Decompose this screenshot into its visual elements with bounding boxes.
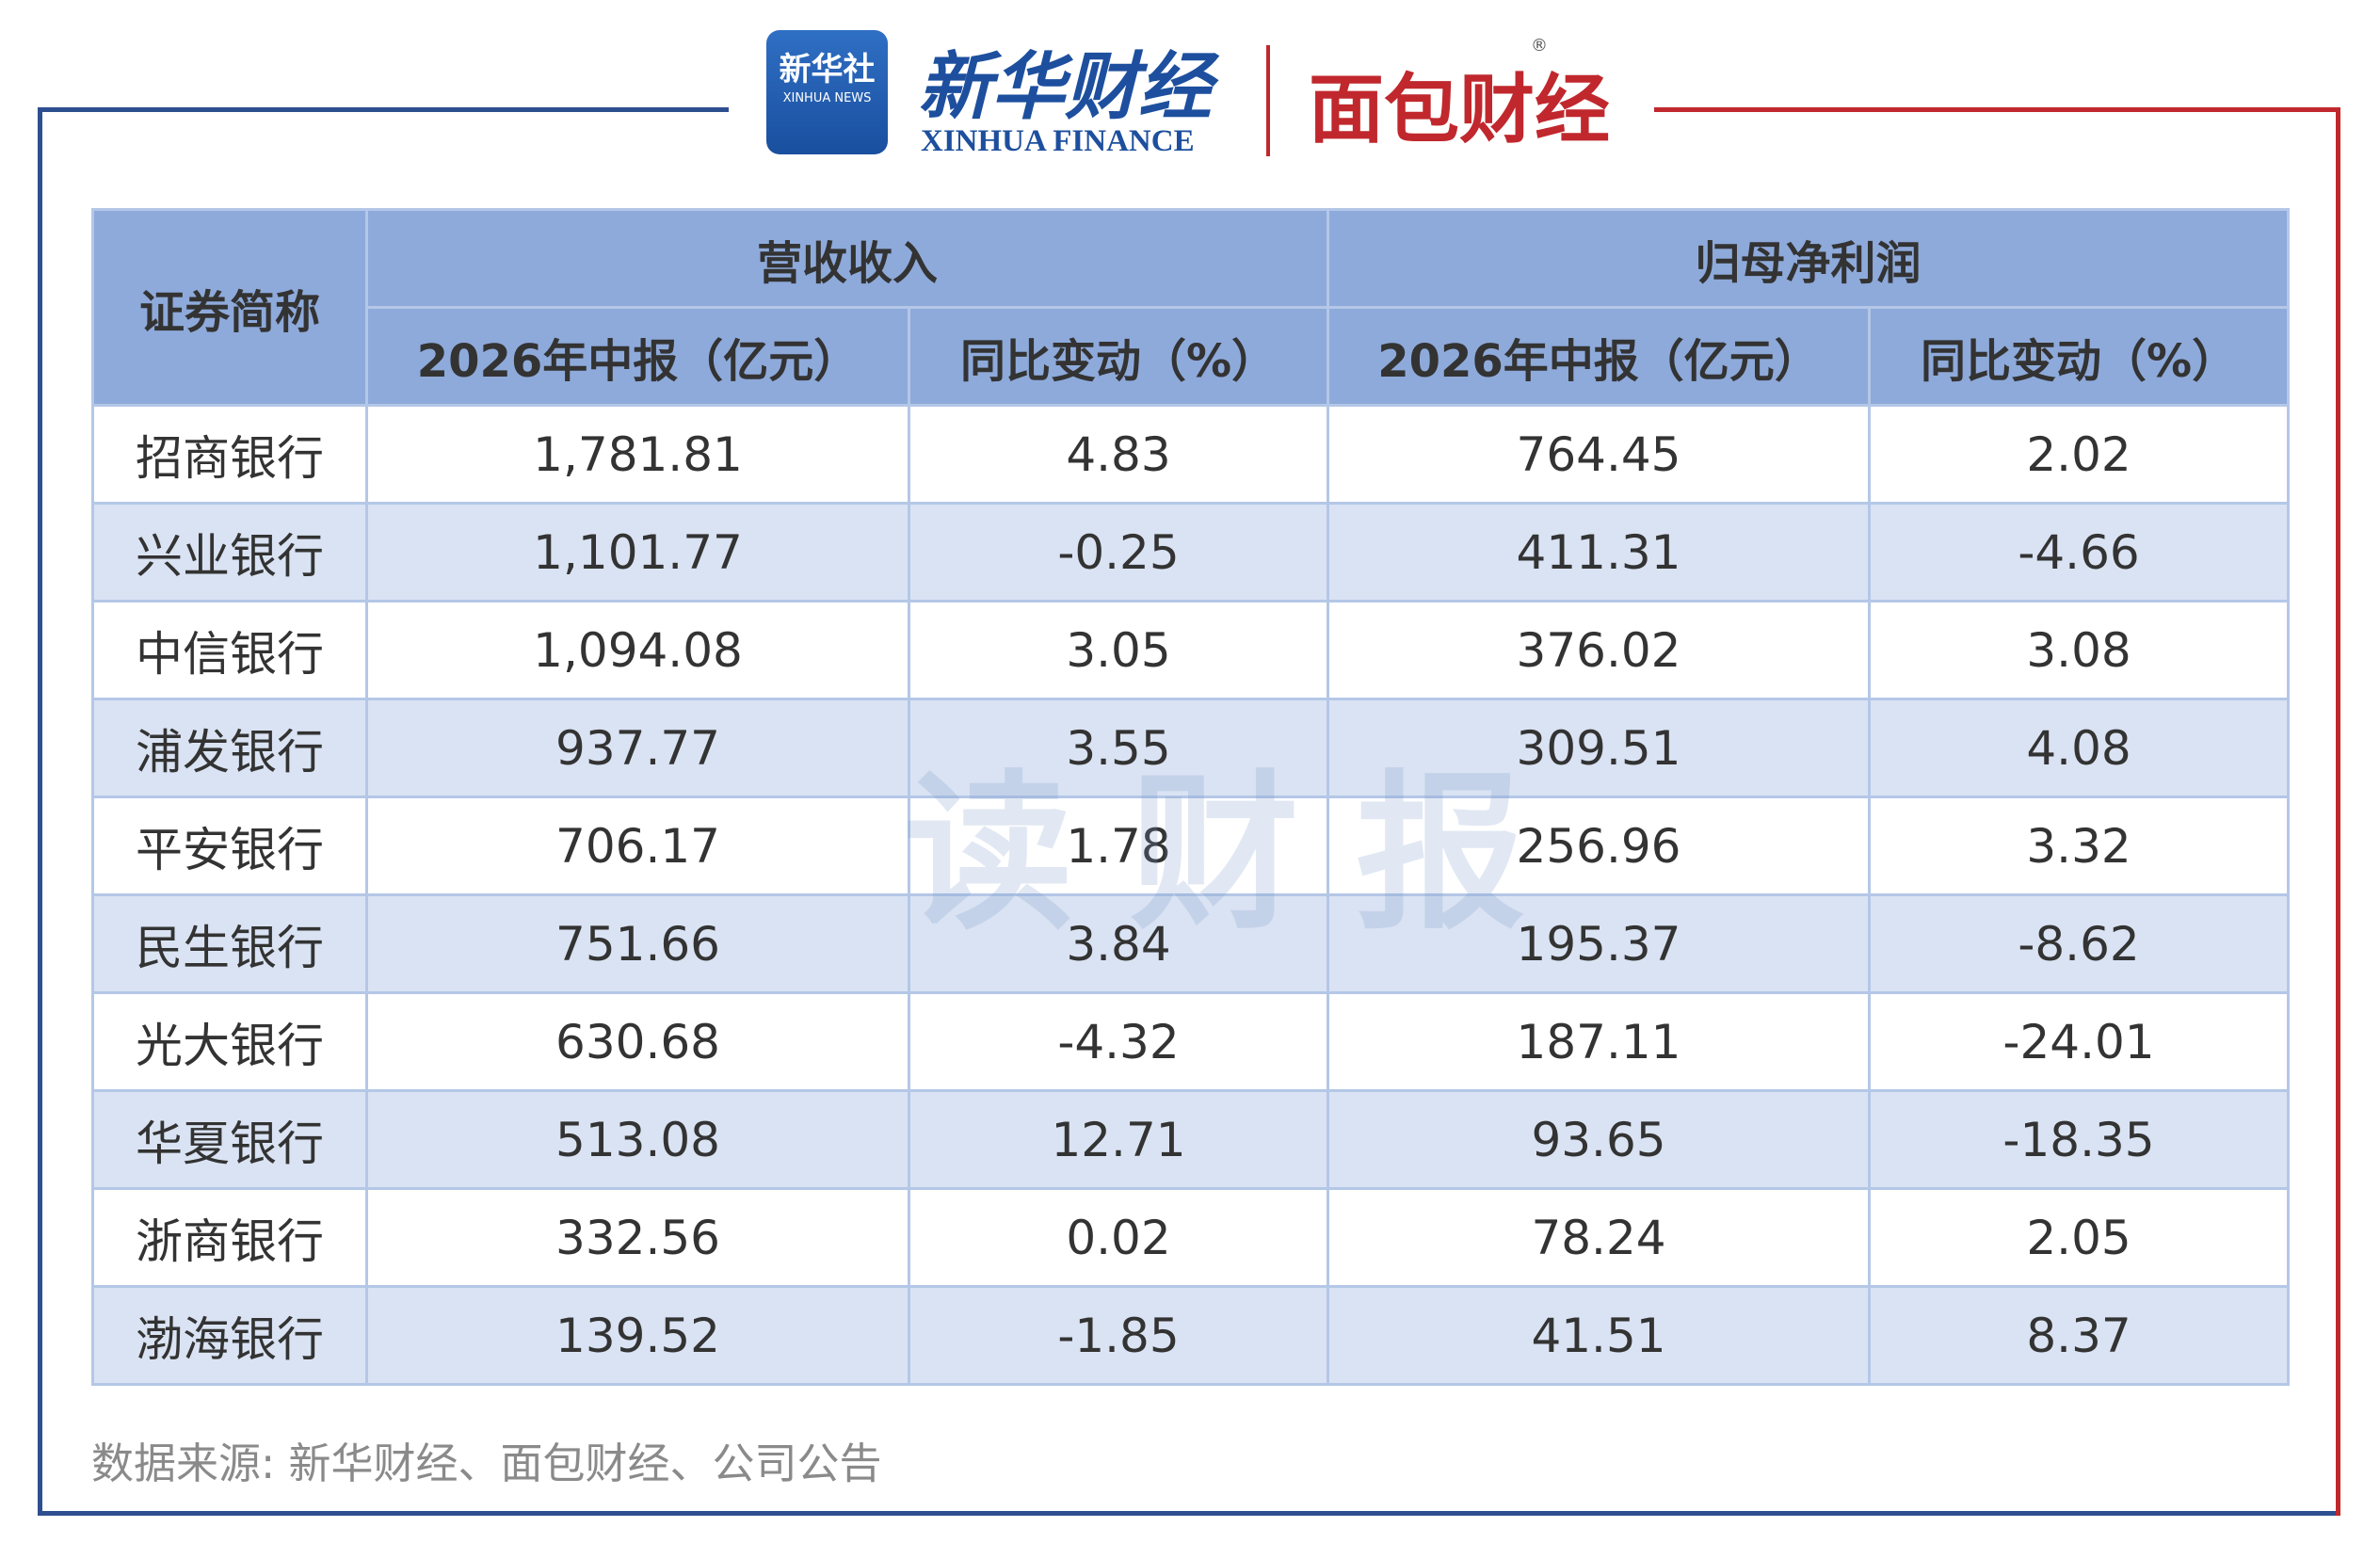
data-row: 渤海银行 139.52 -1.85 41.51 8.37	[91, 1285, 2291, 1386]
row-name: 浦发银行	[91, 698, 368, 798]
cell: 3.32	[1868, 796, 2291, 896]
cell: 411.31	[1327, 502, 1872, 603]
cell: 376.02	[1327, 600, 1872, 700]
row-name: 华夏银行	[91, 1089, 368, 1190]
cell: 8.37	[1868, 1285, 2291, 1386]
data-row: 浦发银行 937.77 3.55 309.51 4.08	[91, 698, 2291, 798]
data-row: 中信银行 1,094.08 3.05 376.02 3.08	[91, 600, 2291, 700]
row-name: 兴业银行	[91, 502, 368, 603]
cell: 332.56	[365, 1187, 910, 1288]
cell: 41.51	[1327, 1285, 1872, 1386]
column-header: 同比变动（%）	[1868, 306, 2291, 407]
row-name: 中信银行	[91, 600, 368, 700]
data-row: 民生银行 751.66 3.84 195.37 -8.62	[91, 893, 2291, 994]
cell: 309.51	[1327, 698, 1872, 798]
frame-right	[2336, 107, 2340, 1516]
column-header: 2026年中报（亿元）	[365, 306, 910, 407]
data-row: 华夏银行 513.08 12.71 93.65 -18.35	[91, 1089, 2291, 1190]
brand-title: 面包财经	[1309, 66, 1610, 153]
cell: 4.08	[1868, 698, 2291, 798]
cell: 630.68	[365, 991, 910, 1092]
cell: 751.66	[365, 893, 910, 994]
row-name: 光大银行	[91, 991, 368, 1092]
frame-top-left	[38, 107, 729, 112]
brand-subtitle: XINHUA FINANCE	[921, 124, 1195, 158]
cell: 3.05	[907, 600, 1330, 700]
cell: 3.84	[907, 893, 1330, 994]
cell: 93.65	[1327, 1089, 1872, 1190]
cell: 256.96	[1327, 796, 1872, 896]
cell: 3.08	[1868, 600, 2291, 700]
cell: 4.83	[907, 404, 1330, 505]
frame-left	[38, 107, 42, 1516]
logo-text: XINHUA NEWS	[782, 91, 872, 105]
cell: 513.08	[365, 1089, 910, 1190]
logo-text: 新华社	[779, 51, 876, 88]
row-name: 招商银行	[91, 404, 368, 505]
source: 数据来源: 新华财经、面包财经、公司公告	[91, 1438, 882, 1488]
cell: 195.37	[1327, 893, 1872, 994]
cell: -4.66	[1868, 502, 2291, 603]
cell: 3.55	[907, 698, 1330, 798]
cell: -1.85	[907, 1285, 1330, 1386]
corner-header: 证券简称	[91, 208, 368, 407]
header-row: 2026年中报（亿元） 同比变动（%） 2026年中报（亿元） 同比变动（%）	[93, 306, 2291, 407]
divider	[1266, 45, 1270, 156]
data-row: 兴业银行 1,101.77 -0.25 411.31 -4.66	[91, 502, 2291, 603]
cell: 1,101.77	[365, 502, 910, 603]
row-name: 平安银行	[91, 796, 368, 896]
cell: 0.02	[907, 1187, 1330, 1288]
cell: -18.35	[1868, 1089, 2291, 1190]
row-name: 渤海银行	[91, 1285, 368, 1386]
cell: 78.24	[1327, 1187, 1872, 1288]
cell: 764.45	[1327, 404, 1872, 505]
cell: 12.71	[907, 1089, 1330, 1190]
data-row: 招商银行 1,781.81 4.83 764.45 2.02	[91, 404, 2291, 505]
header-row: 证券简称 营收收入 归母净利润	[91, 208, 2291, 407]
cell: 139.52	[365, 1285, 910, 1386]
cell: 2.05	[1868, 1187, 2291, 1288]
row-name: 民生银行	[91, 893, 368, 994]
data-row: 平安银行 706.17 1.78 256.96 3.32	[91, 796, 2291, 896]
xinhua-logo: 新华社 XINHUA NEWS	[766, 30, 888, 154]
cell: 187.11	[1327, 991, 1872, 1092]
cell: 1.78	[907, 796, 1330, 896]
cell: 1,094.08	[365, 600, 910, 700]
table: 证券简称 营收收入 归母净利润 2026年中报（亿元） 同比变动（%） 2026年中报（亿…	[91, 208, 2291, 1386]
cell: 937.77	[365, 698, 910, 798]
column-header: 同比变动（%）	[907, 306, 1330, 407]
brand-title: 新华财经	[918, 44, 1213, 130]
group-header: 归母净利润	[1327, 208, 2291, 309]
column-header: 2026年中报（亿元）	[1327, 306, 1872, 407]
watermark: 读财报	[904, 756, 1583, 953]
cell: 706.17	[365, 796, 910, 896]
cell: 1,781.81	[365, 404, 910, 505]
frame-bottom	[38, 1511, 2340, 1516]
data-row: 光大银行 630.68 -4.32 187.11 -24.01	[91, 991, 2291, 1092]
cell: -8.62	[1868, 893, 2291, 994]
registered: ®	[1531, 36, 1548, 56]
row-name: 浙商银行	[91, 1187, 368, 1288]
group-header: 营收收入	[364, 208, 1330, 309]
cell: -24.01	[1868, 991, 2291, 1092]
cell: 2.02	[1868, 404, 2291, 505]
data-row: 浙商银行 332.56 0.02 78.24 2.05	[91, 1187, 2291, 1288]
frame-top-right	[1654, 107, 2340, 112]
cell: -0.25	[907, 502, 1330, 603]
cell: -4.32	[907, 991, 1330, 1092]
